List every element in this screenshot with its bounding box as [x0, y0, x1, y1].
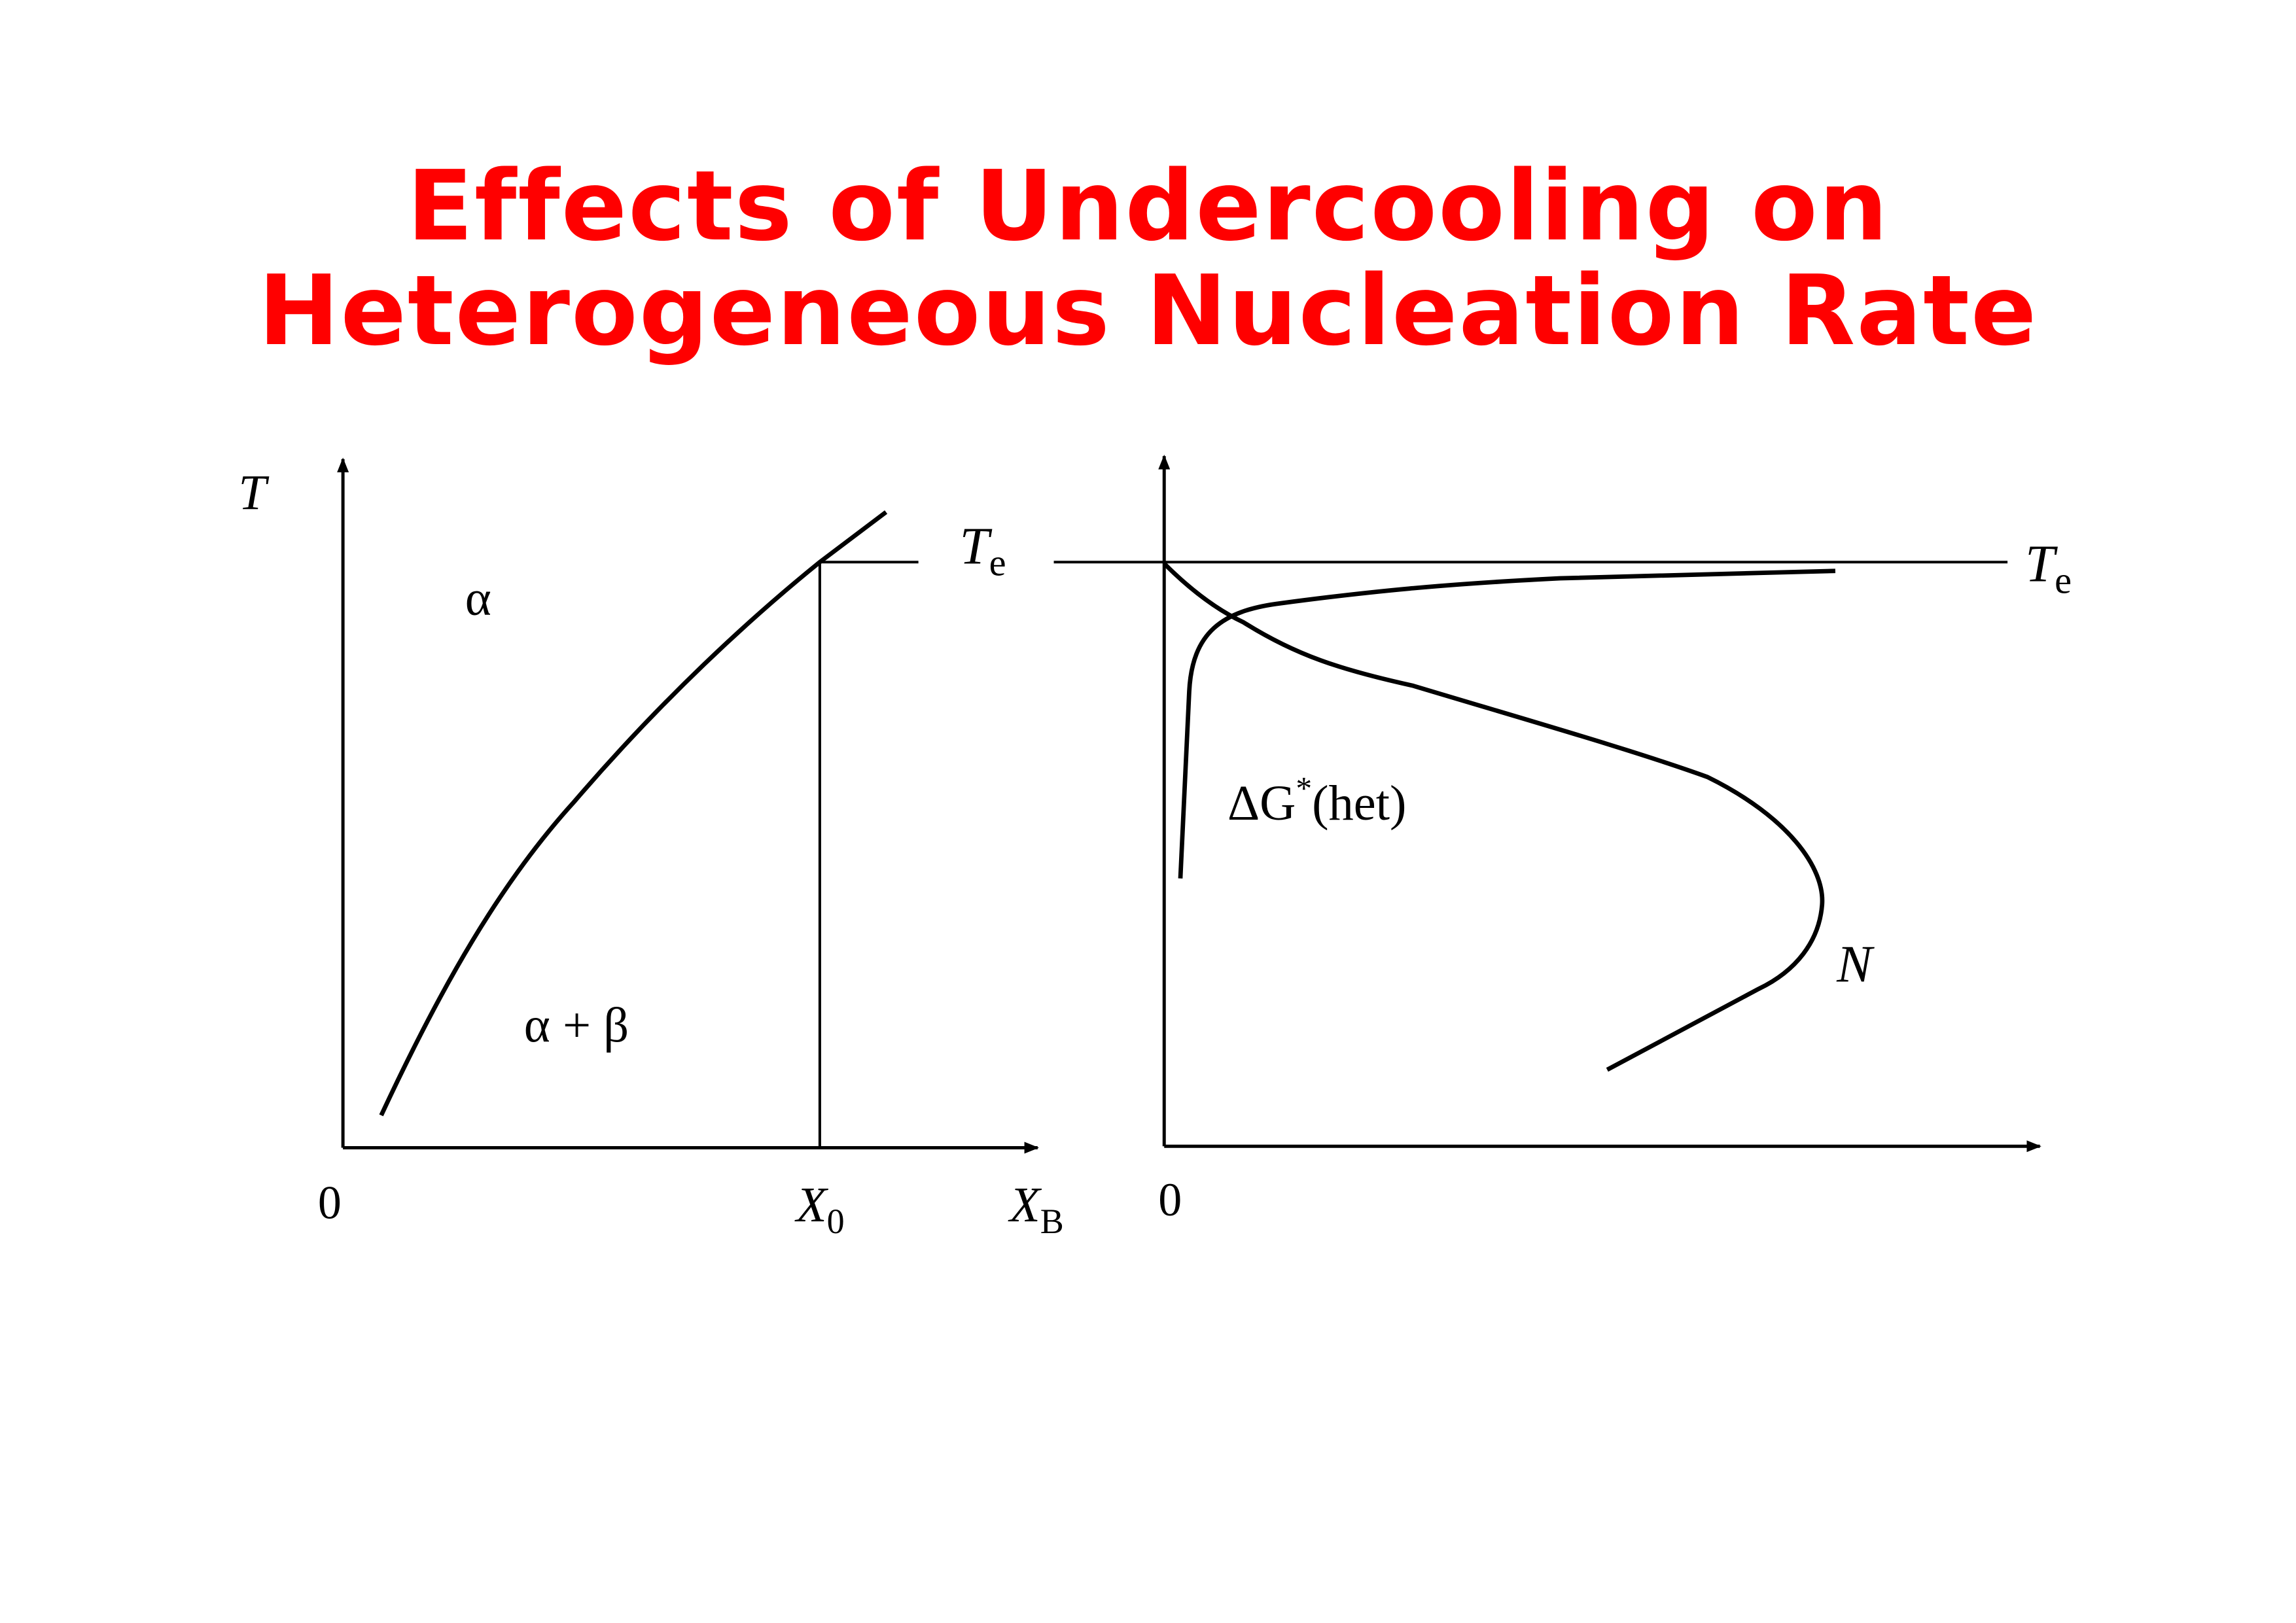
origin-label: 0: [1158, 1174, 1182, 1226]
title-line-1: Effects of Undercooling on: [406, 150, 1890, 262]
phase-diagram: T 0 X0 XB Te α α + β: [238, 457, 1064, 1241]
slide-title: Effects of Undercooling on Heterogeneous…: [0, 154, 2296, 363]
two-phase-region-label: α + β: [524, 998, 629, 1053]
nucleation-diagram: 0 Te ΔG*(het) N: [1053, 455, 2072, 1226]
solvus-curve: [379, 510, 888, 1117]
x0-label: X0: [794, 1177, 845, 1241]
te-label: Te: [960, 516, 1006, 584]
nucleation-rate-curve: [1162, 562, 1825, 1072]
origin-label: 0: [318, 1176, 342, 1229]
n-label: N: [1836, 934, 1875, 993]
title-line-2: Heterogeneous Nucleation Rate: [258, 254, 2038, 367]
t-axis-label: T: [238, 464, 270, 520]
te-label: Te: [2025, 534, 2072, 601]
delta-g-het-label: ΔG*(het): [1227, 770, 1406, 830]
activation-energy-curve: [1178, 568, 1836, 879]
xb-label: XB: [1008, 1177, 1064, 1241]
alpha-region-label: α: [465, 570, 491, 626]
